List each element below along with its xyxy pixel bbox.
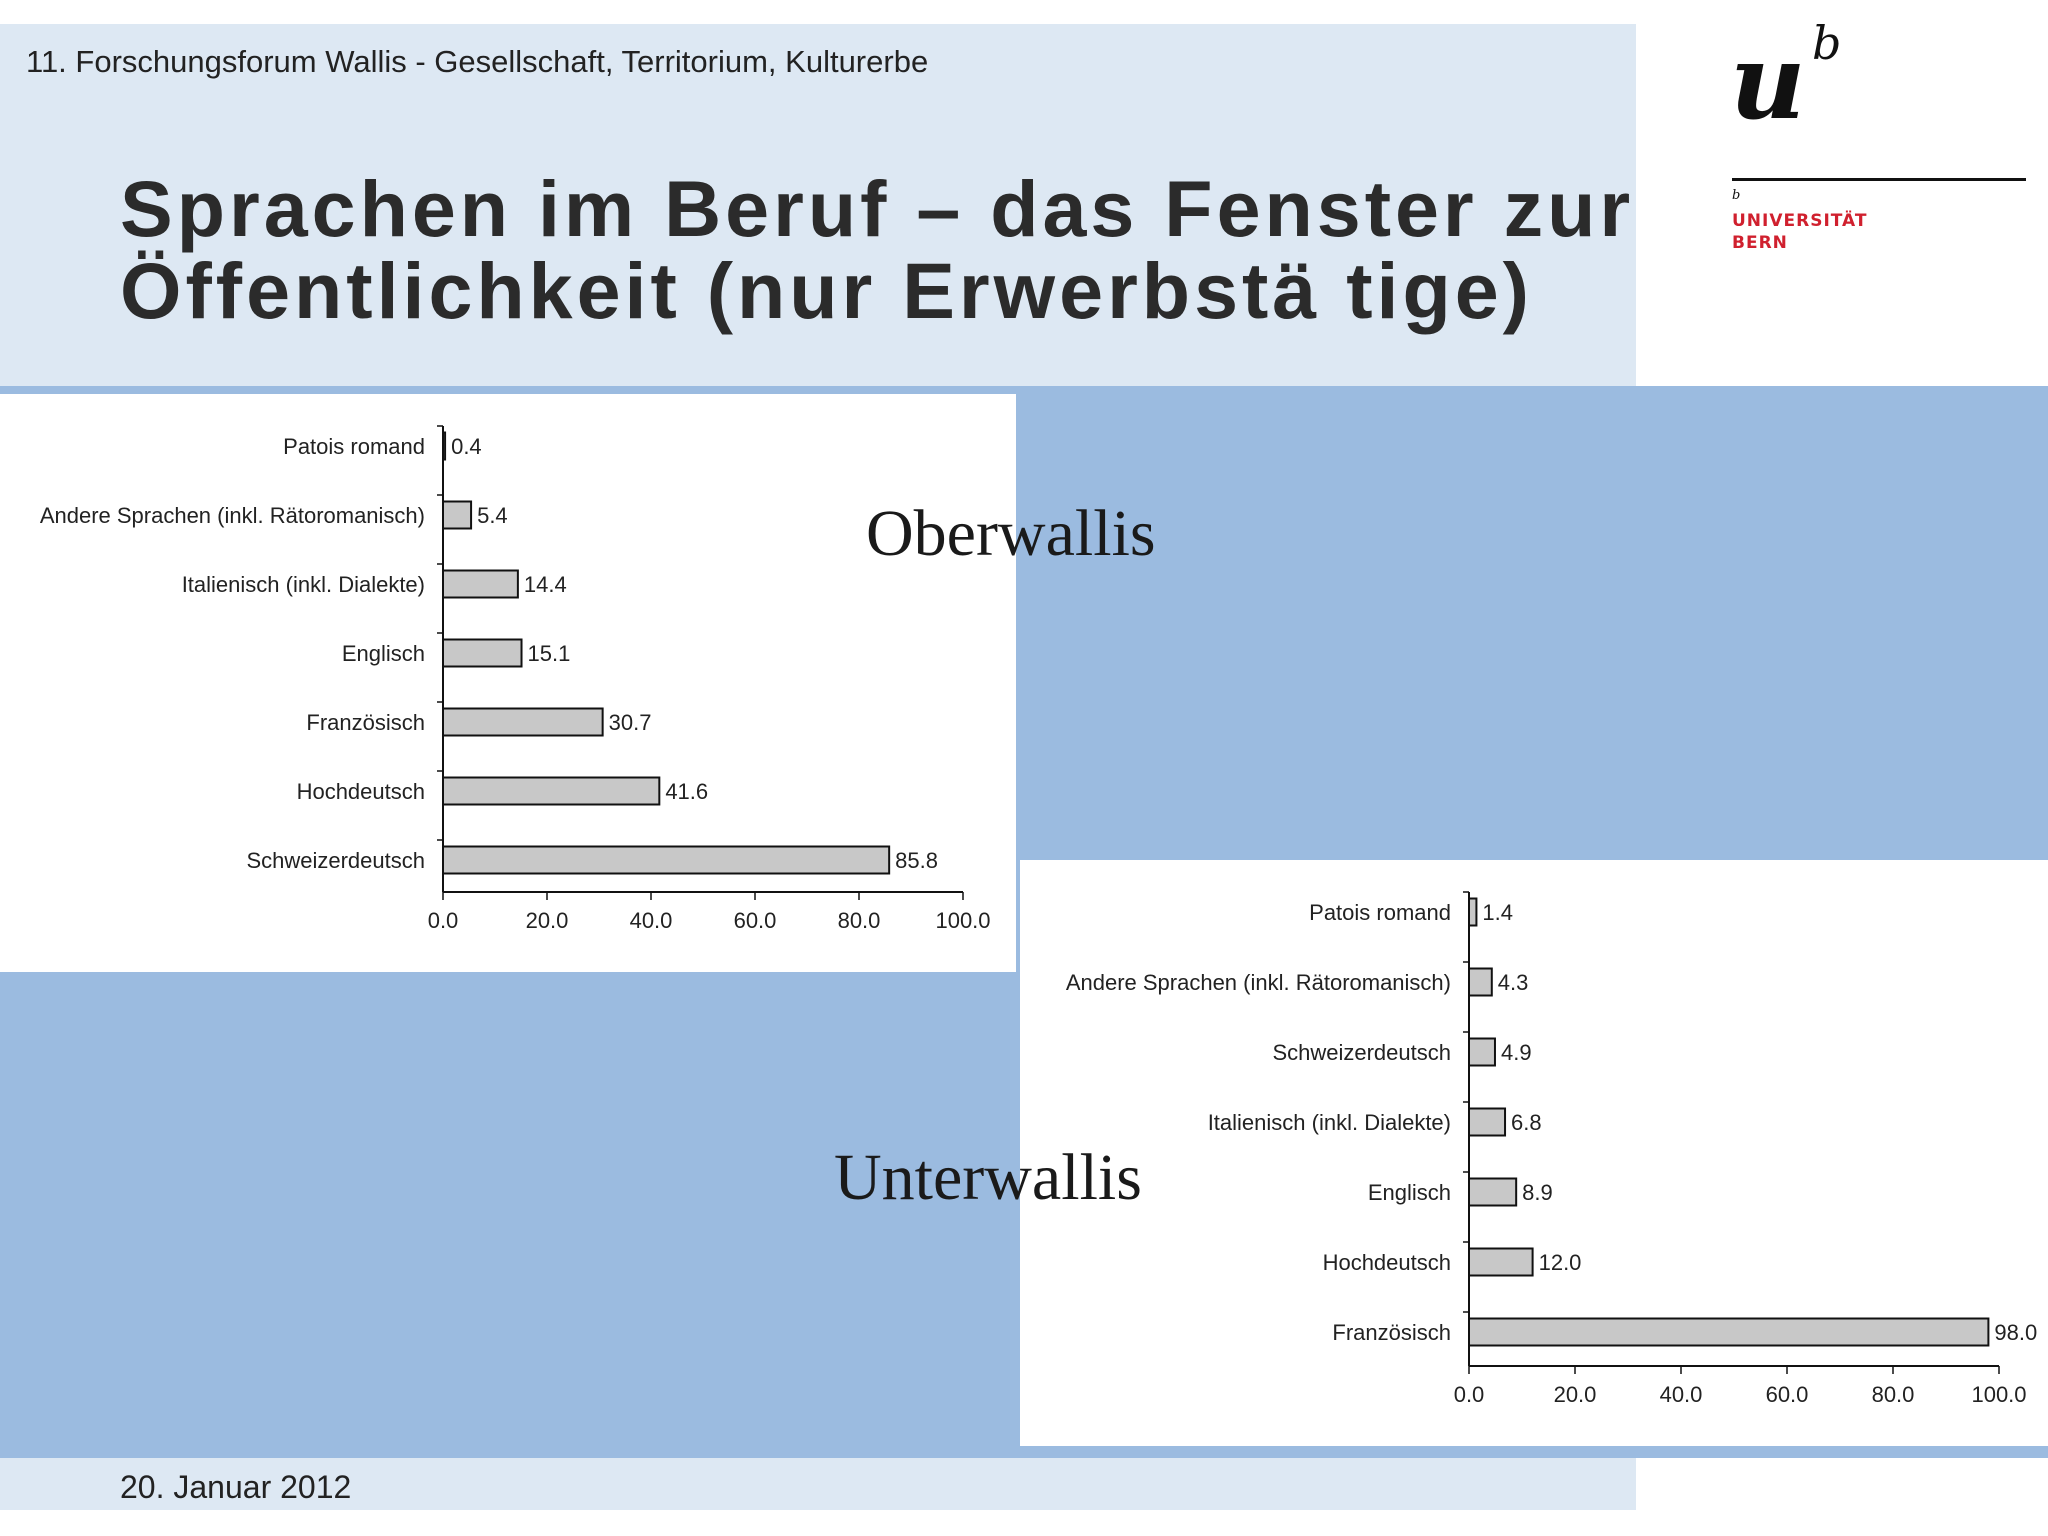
forum-name: 11. Forschungsforum Wallis - Gesellschaf…: [26, 44, 929, 79]
bar: [442, 776, 661, 806]
bar: [442, 707, 604, 737]
category-label: Andere Sprachen (inkl. Rätoromanisch): [40, 503, 425, 528]
category-label: Französisch: [306, 710, 425, 735]
bar: [442, 569, 519, 599]
value-label: 8.9: [1522, 1180, 1553, 1205]
x-tick-label: 0.0: [1454, 1382, 1485, 1407]
slide-title: Sprachen im Beruf – das Fenster zur Öffe…: [120, 168, 1634, 332]
logo-mark-b: b: [1812, 16, 1842, 70]
logo-city: BERN: [1732, 233, 1788, 253]
footer-date: 20. Januar 2012: [120, 1469, 352, 1505]
region-label-oberwallis: Oberwallis: [866, 497, 1156, 570]
value-label: 0.4: [451, 434, 482, 459]
bar: [442, 845, 891, 875]
value-label: 4.9: [1501, 1040, 1532, 1065]
value-label: 5.4: [477, 503, 508, 528]
chart-unterwallis-svg: 0.0 20.0 40.0 60.0 80.0 100.0 Patois romand 1.4…: [1066, 891, 2037, 1407]
category-label: Italienisch (inkl. Dialekte): [1208, 1110, 1451, 1135]
bar: [1468, 1317, 1990, 1347]
category-label: Patois romand: [1309, 900, 1451, 925]
logo-university: UNIVERSITÄT: [1732, 211, 1868, 231]
x-tick-label: 60.0: [1766, 1382, 1809, 1407]
header-band: [0, 24, 1636, 386]
value-label: 14.4: [524, 572, 567, 597]
category-label: Hochdeutsch: [1323, 1250, 1451, 1275]
value-label: 30.7: [609, 710, 652, 735]
value-label: 85.8: [895, 848, 938, 873]
bar: [1468, 1107, 1507, 1137]
x-tick-label: 80.0: [1872, 1382, 1915, 1407]
logo-rule: [1732, 178, 2026, 181]
bar: [1468, 1247, 1534, 1277]
bar: [1468, 967, 1493, 997]
chart-oberwallis-svg: 0.0 20.0 40.0 60.0 80.0 100.0 Patois romand 0.4…: [40, 425, 991, 933]
x-tick-label: 100.0: [1971, 1382, 2026, 1407]
logo-wordmark: UNIVERSITÄT BERN: [1732, 210, 1868, 254]
bar: [1468, 1037, 1496, 1067]
x-tick-label: 0.0: [428, 908, 459, 933]
value-label: 98.0: [1994, 1320, 2037, 1345]
x-tick-label: 20.0: [1554, 1382, 1597, 1407]
bar: [1468, 897, 1478, 927]
value-label: 15.1: [528, 641, 571, 666]
logo-mark-u: u: [1730, 20, 1806, 143]
value-label: 12.0: [1539, 1250, 1582, 1275]
chart-unterwallis: 0.0 20.0 40.0 60.0 80.0 100.0 Patois romand 1.4…: [1020, 860, 2048, 1446]
category-label: Italienisch (inkl. Dialekte): [182, 572, 425, 597]
category-label: Französisch: [1332, 1320, 1451, 1345]
logo-mark-b-small: b: [1732, 188, 1741, 203]
category-label: Andere Sprachen (inkl. Rätoromanisch): [1066, 970, 1451, 995]
x-tick-label: 80.0: [838, 908, 881, 933]
x-tick-label: 40.0: [1660, 1382, 1703, 1407]
value-label: 41.6: [665, 779, 708, 804]
category-label: Schweizerdeutsch: [1272, 1040, 1451, 1065]
footer-band: [0, 1458, 1636, 1510]
university-logo: u b b UNIVERSITÄT BERN: [1730, 20, 2030, 260]
bar: [442, 638, 523, 668]
bar: [442, 431, 447, 461]
bar: [442, 500, 473, 530]
slide-title-line-2: Öffentlichkeit (nur Erwerbstä tige): [120, 246, 1533, 335]
category-label: Hochdeutsch: [297, 779, 425, 804]
slide-title-line-1: Sprachen im Beruf – das Fenster zur: [120, 164, 1635, 253]
x-tick-label: 100.0: [935, 908, 990, 933]
region-label-unterwallis: Unterwallis: [834, 1141, 1142, 1214]
x-tick-label: 20.0: [526, 908, 569, 933]
category-label: Englisch: [342, 641, 425, 666]
category-label: Patois romand: [283, 434, 425, 459]
chart-oberwallis: 0.0 20.0 40.0 60.0 80.0 100.0 Patois romand 0.4…: [0, 394, 1016, 972]
value-label: 6.8: [1511, 1110, 1542, 1135]
category-label: Schweizerdeutsch: [246, 848, 425, 873]
bar: [1468, 1177, 1518, 1207]
value-label: 4.3: [1498, 970, 1529, 995]
category-label: Englisch: [1368, 1180, 1451, 1205]
value-label: 1.4: [1482, 900, 1513, 925]
x-tick-label: 60.0: [734, 908, 777, 933]
x-tick-label: 40.0: [630, 908, 673, 933]
